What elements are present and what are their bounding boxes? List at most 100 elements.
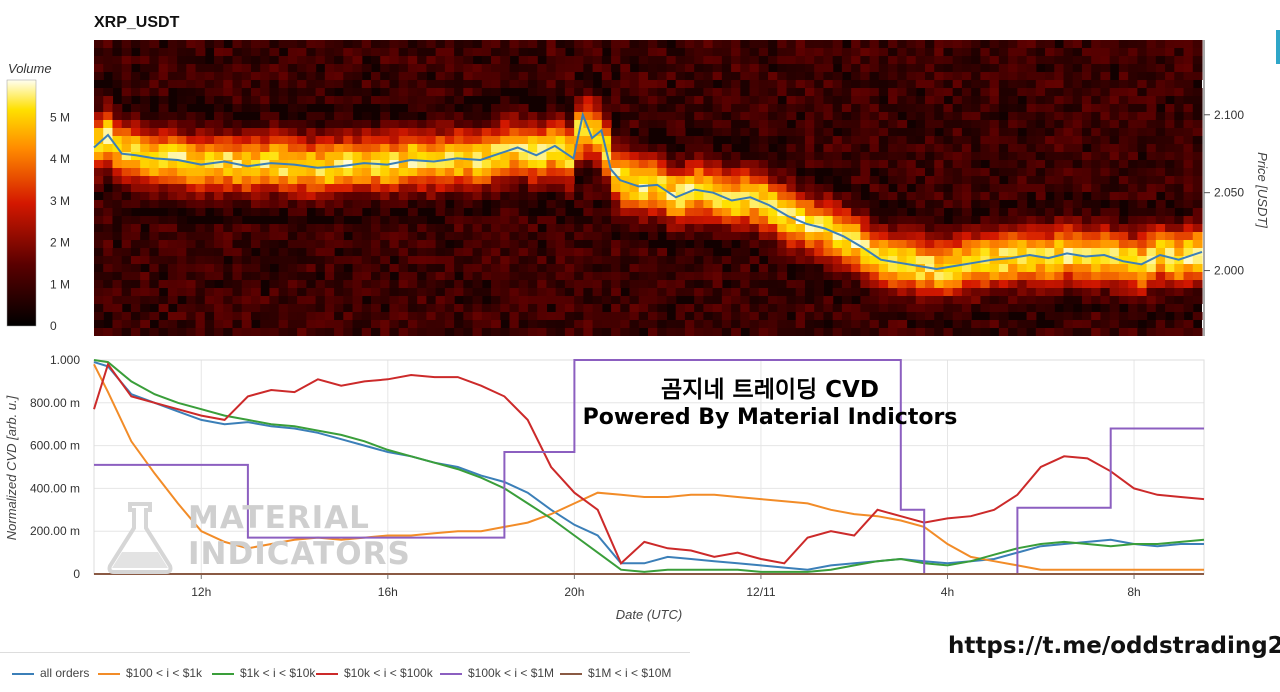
heatmap-cell bbox=[1045, 136, 1055, 144]
heatmap-cell bbox=[906, 168, 917, 176]
heatmap-cell bbox=[1081, 80, 1092, 88]
heatmap-cell bbox=[1081, 320, 1092, 328]
legend-item[interactable]: all orders bbox=[12, 666, 89, 680]
heatmap-cell bbox=[546, 88, 557, 96]
heatmap-cell bbox=[1174, 184, 1185, 192]
heatmap-cell bbox=[731, 168, 741, 176]
heatmap-cell bbox=[823, 272, 834, 280]
heatmap-cell bbox=[1091, 232, 1102, 240]
heatmap-cell bbox=[1174, 136, 1185, 144]
heatmap-cell bbox=[925, 184, 935, 192]
heatmap-cell bbox=[195, 152, 206, 160]
heatmap-cell bbox=[1026, 320, 1037, 328]
heatmap-cell bbox=[804, 304, 815, 312]
heatmap-cell bbox=[500, 128, 511, 136]
heatmap-cell bbox=[1017, 288, 1028, 296]
heatmap-cell bbox=[509, 96, 520, 104]
heatmap-cell bbox=[158, 120, 169, 128]
heatmap-cell bbox=[537, 272, 548, 280]
heatmap-cell bbox=[620, 272, 631, 280]
heatmap-cell bbox=[426, 40, 437, 48]
heatmap-cell bbox=[1192, 288, 1203, 296]
heatmap-cell bbox=[435, 320, 446, 328]
heatmap-cell bbox=[94, 152, 104, 160]
heatmap-cell bbox=[768, 152, 778, 160]
heatmap-cell bbox=[417, 264, 427, 272]
heatmap-cell bbox=[140, 176, 150, 184]
heatmap-cell bbox=[583, 80, 594, 88]
heatmap-cell bbox=[971, 72, 981, 80]
heatmap-cell bbox=[1109, 232, 1120, 240]
heatmap-cell bbox=[841, 304, 852, 312]
heatmap-cell bbox=[417, 168, 427, 176]
heatmap-cell bbox=[250, 96, 261, 104]
heatmap-cell bbox=[786, 112, 797, 120]
heatmap-cell bbox=[149, 200, 160, 208]
heatmap-cell bbox=[1035, 264, 1046, 272]
heatmap-cell bbox=[648, 200, 658, 208]
heatmap-cell bbox=[1137, 312, 1148, 320]
legend-item[interactable]: $10k < i < $100k bbox=[316, 666, 433, 680]
heatmap-cell bbox=[380, 152, 391, 160]
heatmap-cell bbox=[518, 104, 529, 112]
heatmap-cell bbox=[989, 152, 1000, 160]
heatmap-cell bbox=[297, 200, 307, 208]
heatmap-cell bbox=[1091, 48, 1102, 56]
heatmap-cell bbox=[1192, 296, 1203, 304]
heatmap-cell bbox=[712, 88, 723, 96]
heatmap-cell bbox=[832, 208, 843, 216]
heatmap-cell bbox=[1091, 176, 1102, 184]
heatmap-cell bbox=[638, 280, 649, 288]
heatmap-cell bbox=[906, 136, 917, 144]
heatmap-cell bbox=[961, 328, 972, 336]
heatmap-cell bbox=[334, 200, 344, 208]
heatmap-cell bbox=[287, 136, 298, 144]
heatmap-cell bbox=[1109, 136, 1120, 144]
heatmap-cell bbox=[915, 272, 926, 280]
heatmap-cell bbox=[130, 240, 141, 248]
telegram-link[interactable]: https://t.me/oddstrading2 bbox=[948, 633, 1280, 659]
heatmap-cell bbox=[1008, 216, 1018, 224]
heatmap-cell bbox=[1072, 192, 1083, 200]
heatmap-cell bbox=[177, 256, 187, 264]
heatmap-cell bbox=[555, 72, 566, 80]
heatmap-cell bbox=[269, 272, 280, 280]
heatmap-cell bbox=[841, 248, 852, 256]
heatmap-cell bbox=[352, 232, 363, 240]
heatmap-cell bbox=[417, 272, 427, 280]
heatmap-cell bbox=[158, 280, 169, 288]
legend-item[interactable]: $100 < i < $1k bbox=[98, 666, 202, 680]
heatmap-cell bbox=[592, 144, 603, 152]
heatmap-cell bbox=[1155, 64, 1166, 72]
heatmap-cell bbox=[389, 328, 400, 336]
heatmap-cell bbox=[297, 144, 307, 152]
heatmap-cell bbox=[509, 256, 520, 264]
heatmap-cell bbox=[989, 224, 1000, 232]
legend-item[interactable]: $1k < i < $10k bbox=[212, 666, 315, 680]
heatmap-cell bbox=[860, 64, 871, 72]
heatmap-cell bbox=[315, 40, 326, 48]
heatmap-cell bbox=[121, 168, 132, 176]
heatmap-cell bbox=[611, 288, 621, 296]
heatmap-cell bbox=[149, 88, 160, 96]
heatmap-cell bbox=[1091, 104, 1102, 112]
legend-item[interactable]: $1M < i < $10M bbox=[560, 666, 671, 680]
heatmap-cell bbox=[740, 56, 751, 64]
heatmap-cell bbox=[786, 40, 797, 48]
heatmap-cell bbox=[500, 248, 511, 256]
heatmap-cell bbox=[463, 40, 474, 48]
heatmap-cell bbox=[777, 176, 788, 184]
heatmap-cell bbox=[1146, 208, 1157, 216]
heatmap-cell bbox=[971, 248, 981, 256]
heatmap-cell bbox=[592, 88, 603, 96]
heatmap-cell bbox=[260, 248, 271, 256]
heatmap-cell bbox=[1035, 56, 1046, 64]
heatmap-cell bbox=[527, 160, 538, 168]
legend-item[interactable]: $100k < i < $1M bbox=[440, 666, 554, 680]
heatmap-cell bbox=[260, 88, 271, 96]
heatmap-cell bbox=[1026, 56, 1037, 64]
heatmap-cell bbox=[703, 144, 714, 152]
heatmap-cell bbox=[297, 128, 307, 136]
